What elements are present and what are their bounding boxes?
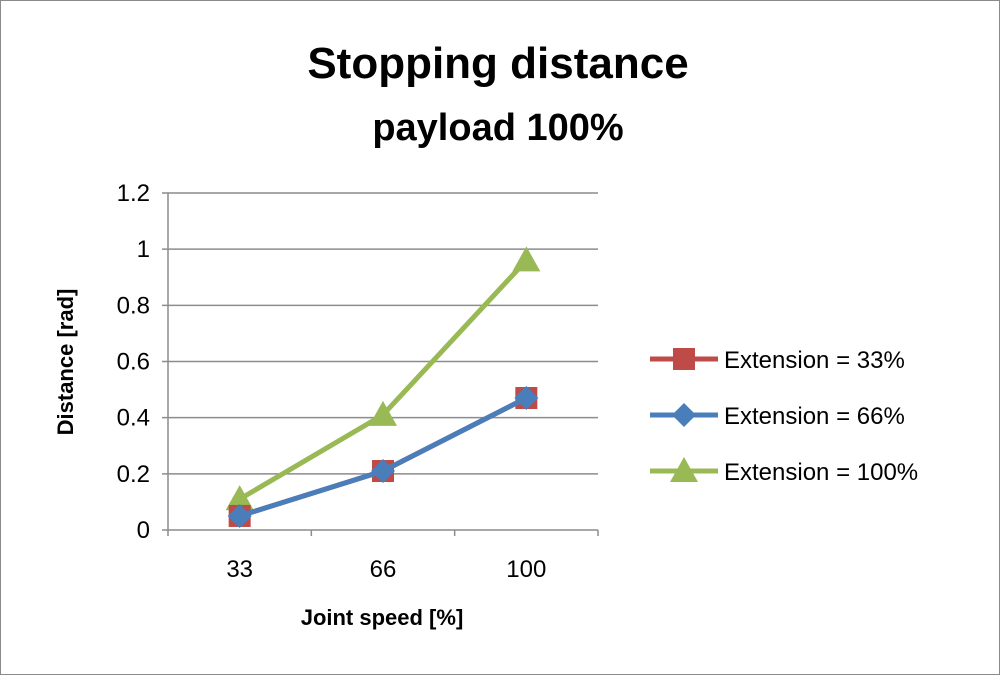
y-tick-label: 0 (137, 517, 150, 544)
y-tick-label: 1 (137, 236, 150, 263)
legend-item: Extension = 66% (650, 403, 905, 430)
legend-marker (672, 403, 696, 427)
y-axis-label: Distance [rad] (53, 289, 78, 436)
data-point (514, 386, 539, 411)
legend-label: Extension = 100% (724, 459, 918, 486)
legend-marker (673, 348, 695, 370)
chart-title: Stopping distance (307, 39, 688, 88)
y-tick-label: 0.2 (117, 461, 150, 488)
legend-label: Extension = 33% (724, 347, 905, 374)
legend-item: Extension = 33% (650, 347, 905, 374)
data-point (225, 485, 254, 511)
legend-item: Extension = 100% (650, 457, 918, 486)
y-tick-label: 0.4 (117, 405, 150, 432)
y-tick-label: 1.2 (117, 180, 150, 207)
data-point (512, 246, 541, 272)
data-point (227, 503, 252, 528)
x-tick-label: 66 (370, 556, 397, 583)
data-point (371, 459, 395, 484)
y-tick-label: 0.6 (117, 349, 150, 376)
x-tick-label: 33 (226, 556, 253, 583)
chart-subtitle: payload 100% (372, 107, 623, 149)
data-point (369, 400, 397, 426)
y-tick-label: 0.8 (117, 292, 150, 319)
x-axis-label: Joint speed [%] (301, 605, 464, 630)
series-1 (227, 386, 539, 528)
series-2 (225, 246, 541, 511)
legend-marker (670, 457, 698, 482)
x-tick-label: 100 (506, 556, 546, 583)
legend-label: Extension = 66% (724, 403, 905, 430)
